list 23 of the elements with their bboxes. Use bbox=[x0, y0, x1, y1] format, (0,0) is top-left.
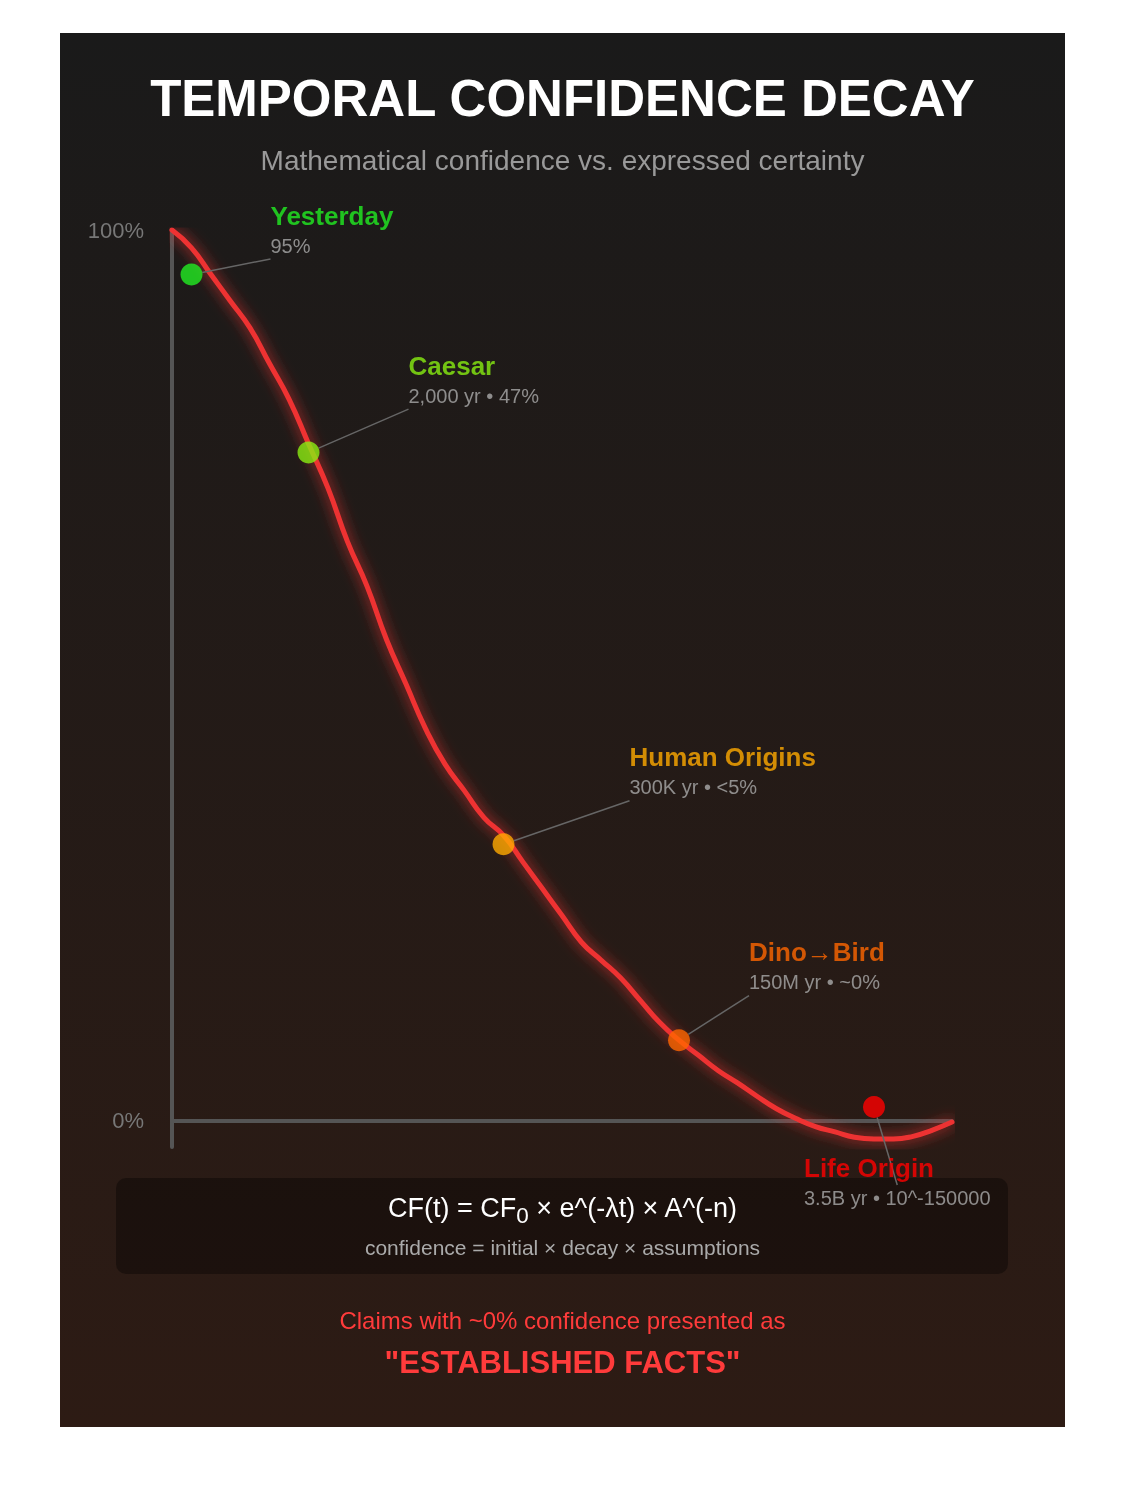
data-label: 150M yr • ~0% bbox=[749, 971, 881, 994]
point bbox=[863, 1095, 885, 1118]
text: Dino→Bird bbox=[749, 937, 885, 968]
point bbox=[297, 441, 320, 464]
point bbox=[180, 263, 203, 286]
text: Caesar bbox=[408, 350, 496, 381]
text: CF(t) = CF$_{0}$ × e^(-λt) × A^(-n) bbox=[387, 1193, 738, 1229]
chart-subtitle: Mathematical confidence vs. expressed certainty bbox=[260, 144, 865, 176]
point bbox=[668, 1029, 690, 1052]
text: "ESTABLISHED FACTS" bbox=[383, 1345, 742, 1381]
data-label: 95% bbox=[270, 234, 311, 257]
y-tick-label: 0% bbox=[112, 1107, 144, 1133]
y-tick-label: 100% bbox=[87, 217, 144, 243]
point bbox=[492, 833, 515, 856]
data-label: 3.5B yr • 10^-150000 bbox=[804, 1186, 991, 1209]
text: Human Origins bbox=[629, 742, 816, 773]
chart-title: TEMPORAL CONFIDENCE DECAY bbox=[150, 70, 975, 127]
data-label: 300K yr • <5% bbox=[629, 776, 758, 799]
series-label: Life Origin bbox=[804, 1152, 934, 1183]
text: Claims with ~0% confidence presented as bbox=[338, 1307, 787, 1335]
text: confidence = initial × decay × assumptions bbox=[363, 1236, 762, 1260]
data-label: 2,000 yr • 47% bbox=[408, 384, 540, 407]
text: Yesterday bbox=[270, 200, 394, 231]
